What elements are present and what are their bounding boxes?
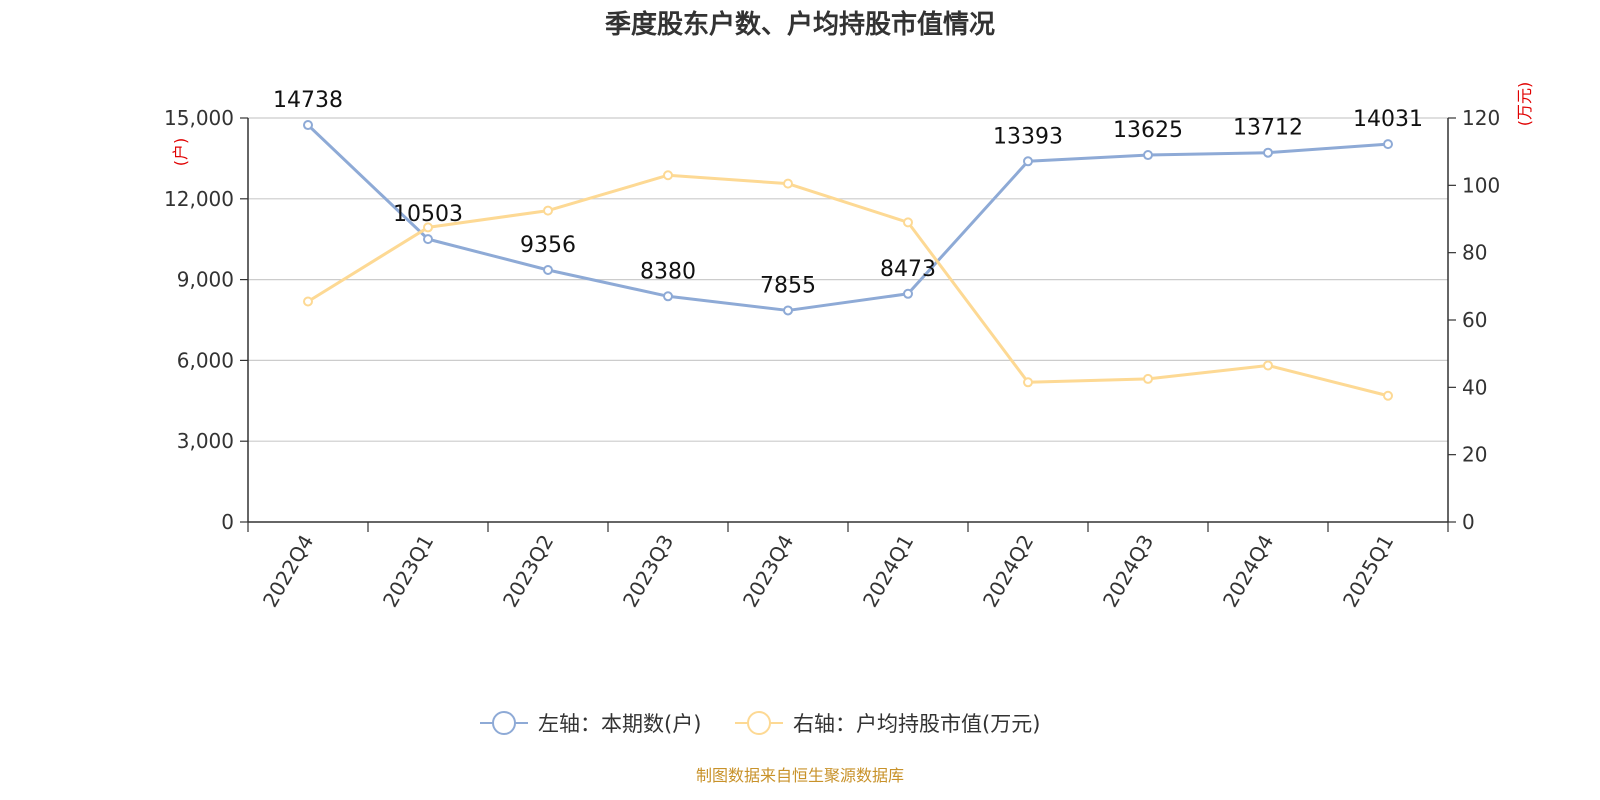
x-tick-label: 2023Q3 bbox=[618, 531, 678, 612]
data-point bbox=[783, 178, 793, 189]
data-point bbox=[303, 296, 313, 307]
data-point bbox=[1263, 360, 1273, 371]
left-axis-ticks: 0 3,000 6,000 9,000 12,000 15,000 bbox=[164, 106, 248, 534]
axes bbox=[247, 118, 1449, 523]
data-point bbox=[663, 170, 673, 181]
data-point bbox=[903, 288, 913, 299]
data-point bbox=[1383, 390, 1393, 401]
left-axis-unit: (户) bbox=[171, 138, 190, 167]
x-tick-label: 2024Q3 bbox=[1098, 531, 1158, 612]
data-point bbox=[423, 234, 433, 245]
left-tick-label: 3,000 bbox=[177, 429, 234, 453]
left-tick-label: 0 bbox=[221, 510, 234, 534]
data-point bbox=[543, 265, 553, 276]
x-tick-label: 2023Q1 bbox=[378, 531, 438, 612]
series-line-1 bbox=[306, 123, 1389, 312]
data-point bbox=[543, 205, 553, 216]
x-tick-label: 2022Q4 bbox=[258, 531, 318, 612]
data-label: 10503 bbox=[393, 202, 463, 227]
left-tick-label: 12,000 bbox=[164, 187, 234, 211]
series-layer bbox=[303, 120, 1393, 401]
data-label: 14031 bbox=[1353, 107, 1423, 132]
data-point bbox=[1263, 147, 1273, 158]
data-label: 13625 bbox=[1113, 118, 1183, 143]
data-point bbox=[1023, 377, 1033, 388]
right-axis-unit: (万元) bbox=[1515, 82, 1534, 127]
left-tick-label: 15,000 bbox=[164, 106, 234, 130]
data-label: 8380 bbox=[640, 259, 696, 284]
right-axis-ticks: 0 20 40 60 80 100 120 bbox=[1448, 106, 1500, 534]
x-tick-label: 2023Q4 bbox=[738, 531, 798, 612]
right-tick-label: 60 bbox=[1462, 308, 1487, 332]
right-tick-label: 20 bbox=[1462, 443, 1487, 467]
data-point bbox=[1143, 150, 1153, 161]
x-tick-label: 2025Q1 bbox=[1338, 531, 1398, 612]
data-label: 13712 bbox=[1233, 116, 1303, 141]
x-tick-label: 2024Q2 bbox=[978, 531, 1038, 612]
gridlines bbox=[248, 117, 1448, 442]
data-point bbox=[303, 120, 313, 131]
data-point bbox=[1143, 373, 1153, 384]
right-tick-label: 40 bbox=[1462, 375, 1487, 399]
data-labels: 14738 10503 9356 8380 7855 8473 13393 13625 1371… bbox=[273, 88, 1423, 298]
source-note: 制图数据来自恒生聚源数据库 bbox=[696, 766, 904, 785]
x-tick-label: 2023Q2 bbox=[498, 531, 558, 612]
right-tick-label: 80 bbox=[1462, 241, 1487, 265]
legend-swatch-marker bbox=[747, 711, 771, 735]
legend-label: 左轴：本期数(户) bbox=[538, 712, 701, 736]
legend-label: 右轴：户均持股市值(万元) bbox=[793, 712, 1040, 736]
right-tick-label: 0 bbox=[1462, 510, 1475, 534]
data-label: 9356 bbox=[520, 233, 576, 258]
chart-title: 季度股东户数、户均持股市值情况 bbox=[605, 9, 995, 40]
data-point bbox=[423, 222, 433, 233]
x-tick-label: 2024Q1 bbox=[858, 531, 918, 612]
data-point bbox=[903, 217, 913, 228]
data-label: 7855 bbox=[760, 273, 816, 298]
legend-swatch-marker bbox=[492, 711, 516, 735]
right-tick-label: 100 bbox=[1462, 173, 1500, 197]
data-point bbox=[1383, 139, 1393, 150]
data-label: 8473 bbox=[880, 257, 936, 282]
legend: 左轴：本期数(户) 右轴：户均持股市值(万元) bbox=[480, 711, 1040, 736]
data-label: 13393 bbox=[993, 124, 1063, 149]
data-point bbox=[783, 305, 793, 316]
data-point bbox=[663, 291, 673, 302]
left-tick-label: 6,000 bbox=[177, 348, 234, 372]
left-tick-label: 9,000 bbox=[177, 268, 234, 292]
data-label: 14738 bbox=[273, 88, 343, 113]
right-tick-label: 120 bbox=[1462, 106, 1500, 130]
x-axis-ticks: 2022Q4 2023Q1 2023Q2 2023Q3 2023Q4 2024Q1 2024… bbox=[247, 522, 1449, 612]
x-tick-label: 2024Q4 bbox=[1218, 531, 1278, 612]
data-point bbox=[1023, 156, 1033, 167]
series-line-2 bbox=[307, 173, 1389, 398]
